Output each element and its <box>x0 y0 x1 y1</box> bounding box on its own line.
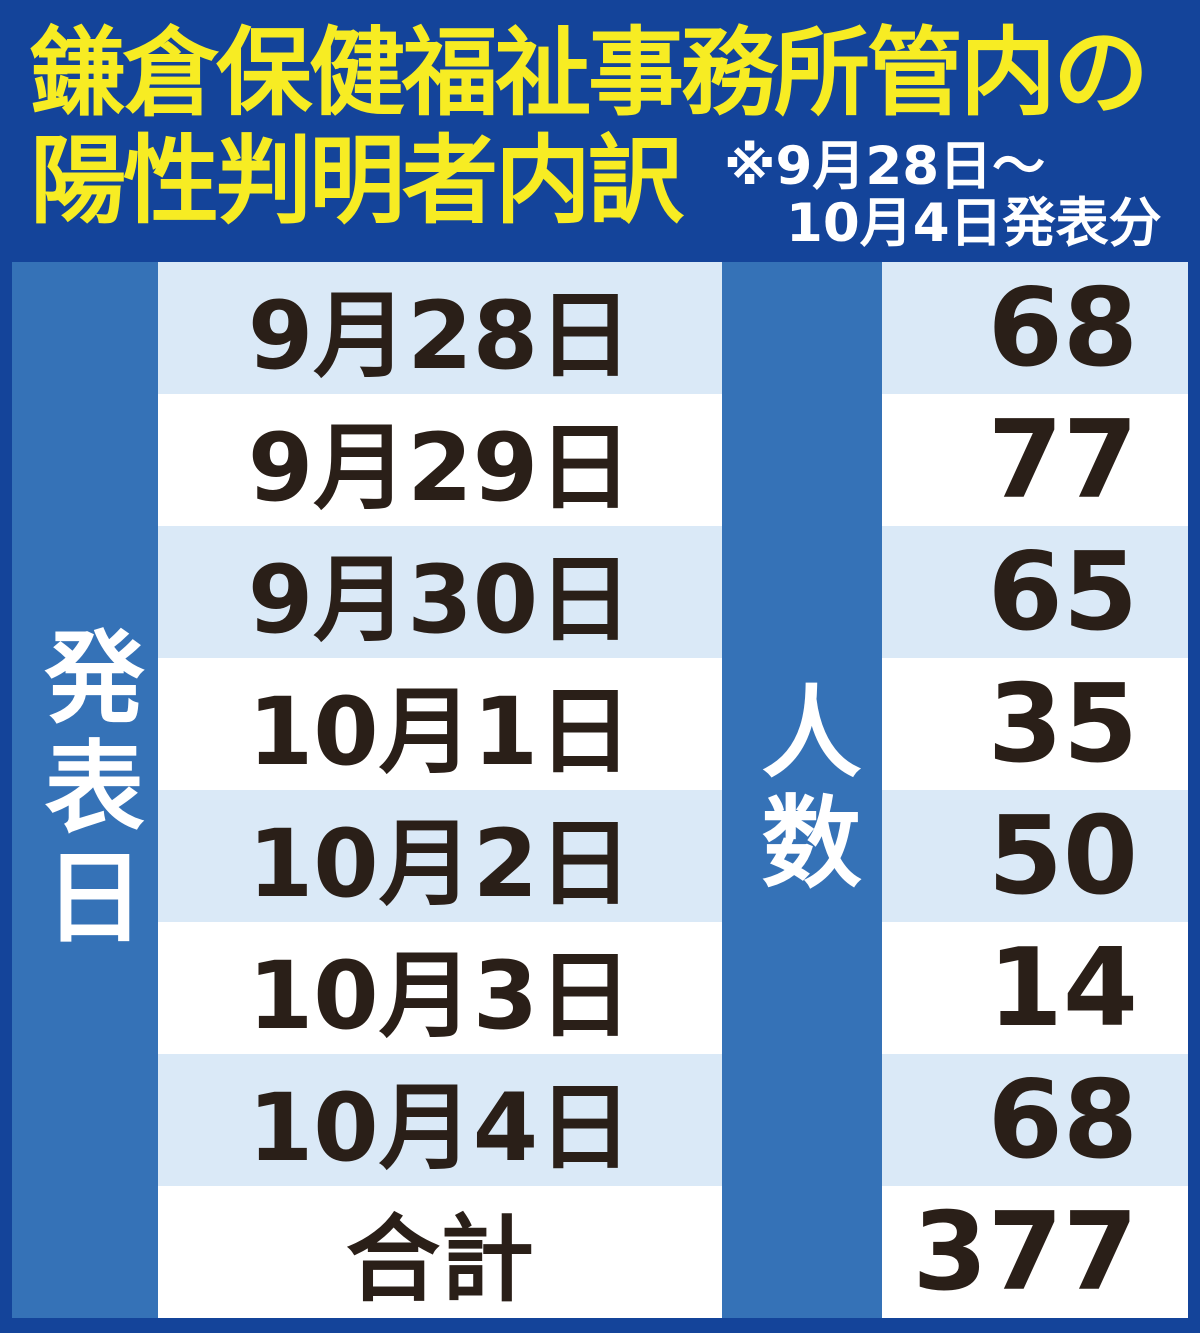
date-cell: 9月29日 <box>158 394 722 526</box>
positive-cases-table: 発表日 9月28日 9月29日 9月30日 10月1日 10月2日 10月3日 … <box>12 262 1188 1318</box>
note-line2: 10月4日発表分 <box>786 193 1162 254</box>
date-range-note: ※9月28日～ 10月4日発表分 <box>724 138 1162 252</box>
count-column: 68 77 65 35 50 14 68 377 <box>882 262 1188 1318</box>
count-cell: 68 <box>882 262 1188 394</box>
date-cell: 10月3日 <box>158 922 722 1054</box>
note-line1: ※9月28日～ <box>724 136 1046 197</box>
date-cell: 10月1日 <box>158 658 722 790</box>
count-cell: 50 <box>882 790 1188 922</box>
page-title-line2: 陽性判明者内訳 <box>30 125 684 237</box>
count-cell: 14 <box>882 922 1188 1054</box>
date-column: 9月28日 9月29日 9月30日 10月1日 10月2日 10月3日 10月4… <box>158 262 722 1318</box>
date-cell: 9月30日 <box>158 526 722 658</box>
date-cell: 10月2日 <box>158 790 722 922</box>
row-header-column: 発表日 <box>12 262 158 1318</box>
row-header-label: 発表日 <box>27 625 144 955</box>
page-title-line1: 鎌倉保健福祉事務所管内の <box>30 17 1149 129</box>
date-cell: 9月28日 <box>158 262 722 394</box>
count-header-label: 人数 <box>744 680 861 900</box>
count-cell: 35 <box>882 658 1188 790</box>
count-cell: 65 <box>882 526 1188 658</box>
count-cell: 77 <box>882 394 1188 526</box>
total-count-cell: 377 <box>882 1186 1188 1318</box>
date-cell: 10月4日 <box>158 1054 722 1186</box>
count-cell: 68 <box>882 1054 1188 1186</box>
total-label-cell: 合計 <box>158 1186 722 1318</box>
count-header-column: 人数 <box>722 262 882 1318</box>
